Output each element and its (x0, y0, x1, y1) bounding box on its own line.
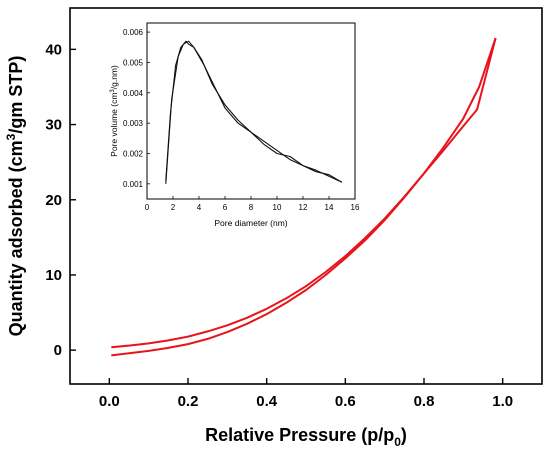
inset-y-tick-label: 0.006 (123, 28, 144, 37)
main-plot-frame (69, 7, 543, 385)
x-tick-label: 1.0 (492, 393, 513, 410)
inset-y-axis-title: Pore volume (cm3/g.nm) (109, 65, 119, 157)
inset-y-tick-label: 0.003 (123, 119, 144, 128)
inset-series-group (165, 40, 343, 184)
inset-x-tick-label: 0 (145, 203, 150, 212)
inset-x-tick-label: 10 (273, 203, 282, 212)
inset-x-tick-label: 2 (171, 203, 176, 212)
adsorption-line (111, 37, 497, 357)
inset-y-tick-label: 0.001 (123, 180, 144, 189)
inset-y-tick-label: 0.005 (123, 58, 144, 67)
main-y-axis-title: Quantity adsorbed (cm3/gm STP) (4, 56, 26, 337)
inset-x-tick-label: 14 (325, 203, 334, 212)
inset-x-tick-label: 6 (223, 203, 228, 212)
inset-x-axis-title: Pore diameter (nm) (214, 218, 287, 228)
main-series-group (111, 37, 497, 357)
inset-plot-frame (146, 22, 356, 200)
x-tick-label: 0.4 (256, 393, 278, 410)
desorption-line (111, 37, 497, 349)
main-x-axis-title: Relative Pressure (p/p0) (205, 425, 407, 449)
inset-x-tick-label: 12 (299, 203, 308, 212)
inset-x-tick-label: 8 (249, 203, 254, 212)
inset-axis-ticks: 0 2 4 6 8 10 12 14 16 0.001 0.002 0.003 0.004 0.005 0.… (123, 28, 360, 212)
inset-curve-2 (165, 40, 343, 184)
x-tick-label: 0.2 (178, 393, 199, 410)
x-tick-label: 0.6 (335, 393, 356, 410)
y-tick-label: 10 (45, 267, 62, 284)
inset-plot: 0 2 4 6 8 10 12 14 16 0.001 0.002 0.003 0.004 0.005 0.… (109, 22, 360, 228)
y-tick-label: 40 (45, 41, 62, 58)
y-tick-label: 30 (45, 117, 62, 134)
y-tick-label: 20 (45, 192, 62, 209)
x-tick-label: 0.8 (414, 393, 435, 410)
x-tick-label: 0.0 (99, 393, 120, 410)
inset-curve-1 (165, 40, 343, 183)
inset-y-tick-label: 0.002 (123, 149, 144, 158)
inset-x-tick-label: 16 (351, 203, 360, 212)
inset-y-tick-label: 0.004 (123, 89, 144, 98)
y-tick-label: 0 (54, 342, 62, 359)
inset-x-tick-label: 4 (197, 203, 202, 212)
